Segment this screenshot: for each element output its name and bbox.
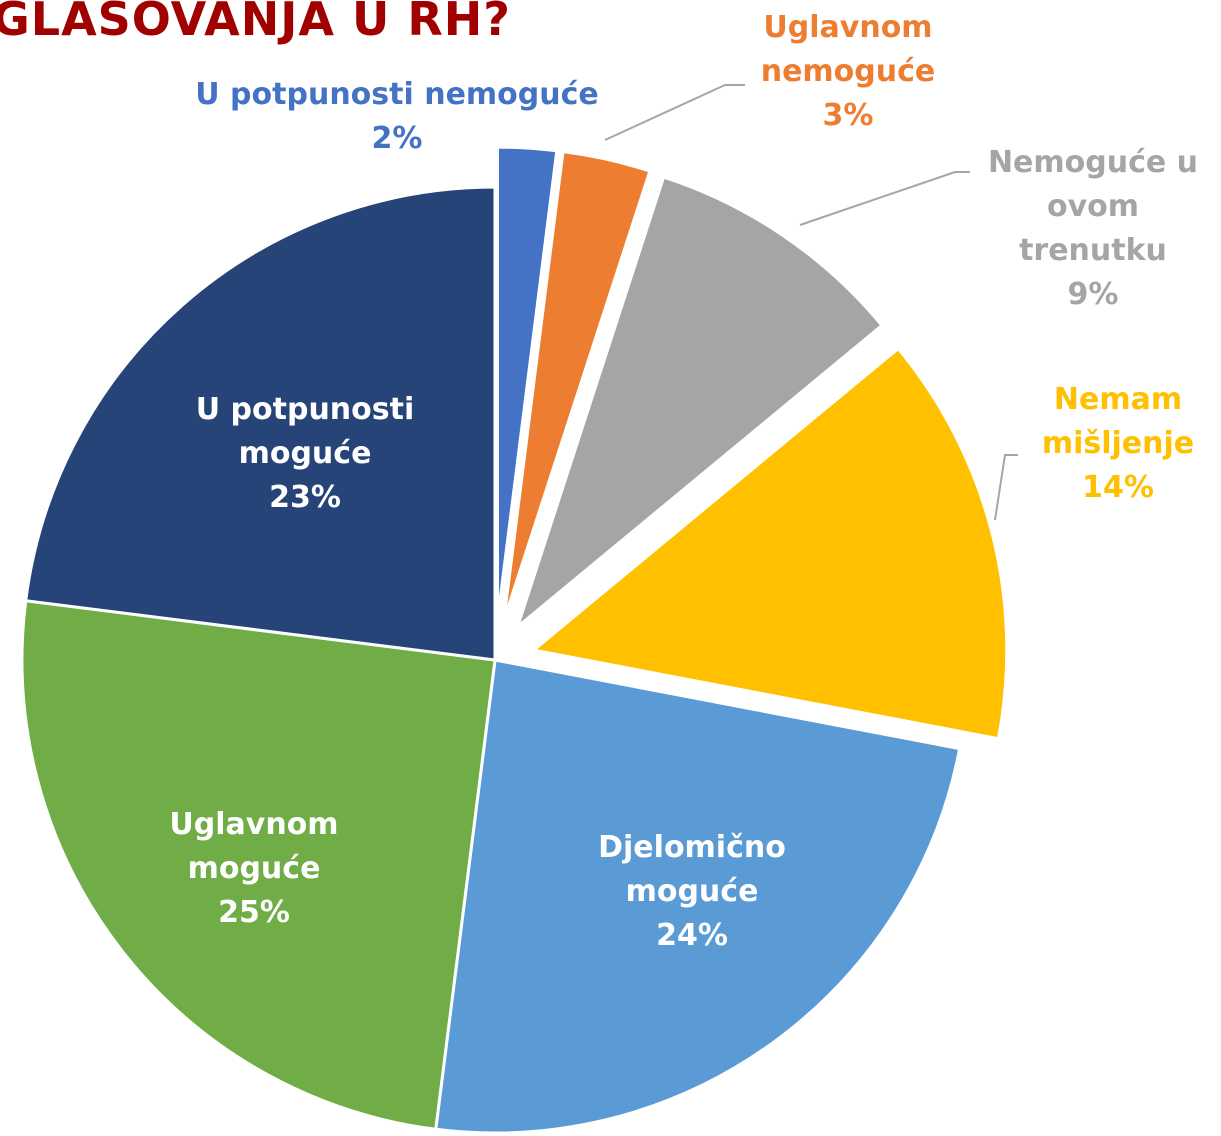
data-label: Uglavnom nemoguće 3% — [733, 6, 963, 138]
value-label: 9% — [1067, 277, 1119, 312]
value-label: 25% — [218, 895, 290, 930]
leader-line — [799, 171, 970, 226]
data-label: Uglavnom moguće 25% — [104, 803, 404, 935]
leader-line — [604, 84, 745, 141]
data-label: Djelomično moguće 24% — [542, 826, 842, 958]
category-label: U potpunosti nemoguće — [195, 77, 599, 112]
data-label: U potpunosti nemoguće 2% — [137, 73, 657, 161]
value-label: 3% — [822, 98, 874, 133]
slice — [514, 175, 885, 632]
category-label: Djelomično moguće — [598, 830, 786, 909]
value-label: 24% — [656, 918, 728, 953]
category-label: Nemoguće u ovom trenutku — [987, 145, 1199, 268]
category-label: Uglavnom moguće — [169, 807, 339, 886]
slice — [20, 599, 497, 1131]
category-label: U potpunosti moguće — [195, 392, 415, 471]
category-label: Uglavnom nemoguće — [760, 10, 936, 89]
slice — [434, 658, 962, 1135]
category-label: Nemam mišljenje — [1041, 382, 1195, 461]
slice — [502, 150, 652, 622]
chart-title: GLASOVANJA U RH? — [0, 0, 511, 46]
value-label: 23% — [269, 480, 341, 515]
slice — [24, 185, 497, 662]
data-label: Nemam mišljenje 14% — [1018, 378, 1218, 510]
data-label: Nemoguće u ovom trenutku 9% — [973, 141, 1213, 317]
slice — [530, 346, 1009, 741]
data-label: U potpunosti moguće 23% — [145, 388, 465, 520]
pie — [20, 145, 1009, 1135]
value-label: 2% — [371, 121, 423, 156]
slice — [496, 145, 559, 621]
leader-line — [994, 454, 1018, 521]
value-label: 14% — [1082, 470, 1154, 505]
